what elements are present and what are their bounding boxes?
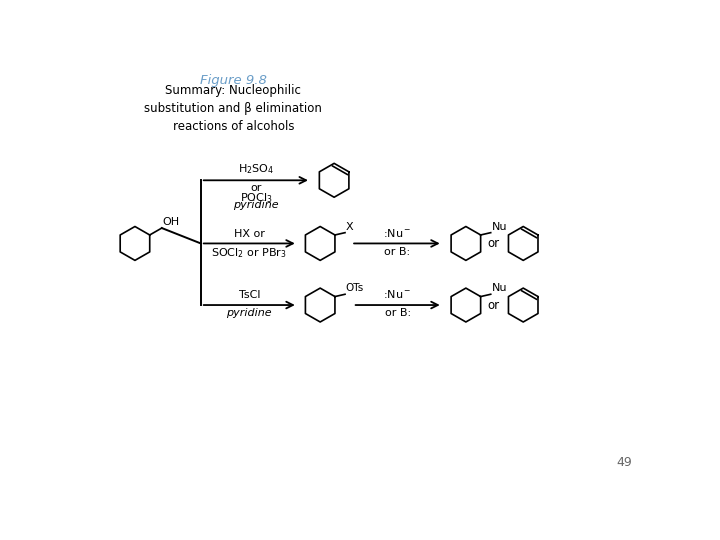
- Text: Nu: Nu: [492, 222, 507, 232]
- Text: pyridine: pyridine: [233, 200, 279, 210]
- Text: :Nu$^-$: :Nu$^-$: [384, 288, 412, 300]
- Text: Nu: Nu: [492, 284, 507, 294]
- Text: SOCl$_2$ or PBr$_3$: SOCl$_2$ or PBr$_3$: [212, 247, 287, 260]
- Text: H$_2$SO$_4$: H$_2$SO$_4$: [238, 162, 274, 176]
- Text: pyridine: pyridine: [227, 308, 272, 318]
- Text: POCl$_3$: POCl$_3$: [240, 191, 272, 205]
- Text: HX or: HX or: [234, 229, 265, 239]
- Text: Figure 9.8: Figure 9.8: [200, 74, 267, 87]
- Text: TsCl: TsCl: [238, 291, 260, 300]
- Text: X: X: [346, 222, 354, 232]
- Text: OTs: OTs: [346, 284, 364, 294]
- Text: OH: OH: [163, 217, 180, 227]
- Text: or: or: [487, 237, 500, 250]
- Text: :Nu$^-$: :Nu$^-$: [383, 227, 411, 239]
- Text: 49: 49: [617, 456, 632, 469]
- Text: Summary: Nucleophilic
substitution and β elimination
reactions of alcohols: Summary: Nucleophilic substitution and β…: [145, 84, 323, 133]
- Text: or B:: or B:: [384, 247, 410, 256]
- Text: or: or: [250, 184, 261, 193]
- Text: or: or: [487, 299, 500, 312]
- Text: or B:: or B:: [384, 308, 410, 318]
